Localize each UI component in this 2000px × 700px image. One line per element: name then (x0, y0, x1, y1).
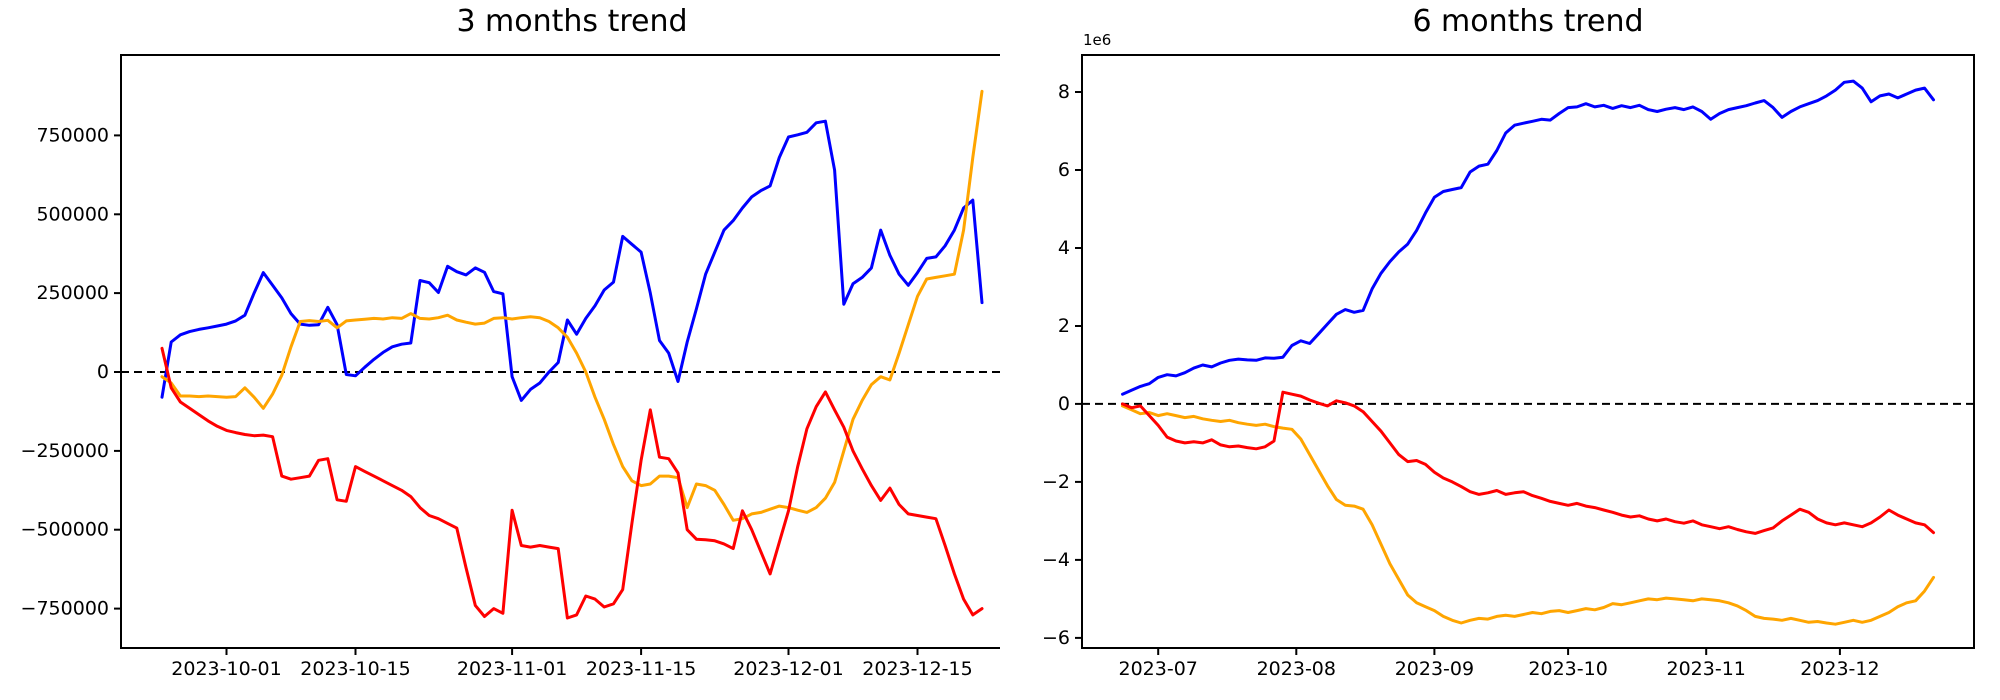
y-tick-label: 6 (1058, 159, 1070, 181)
line-series-blue (160, 119, 984, 402)
y-tick-label: −500000 (21, 519, 109, 541)
plot-border (1081, 54, 1975, 649)
y-axis-offset-label: 1e6 (1083, 31, 1112, 49)
chart-title-6-months: 6 months trend (1412, 4, 1644, 39)
x-tick-label: 2023-12-15 (862, 658, 972, 680)
x-tick-label: 2023-10-01 (171, 658, 281, 680)
y-tick-label: 4 (1058, 237, 1070, 259)
x-tick-label: 2023-09 (1395, 658, 1474, 680)
x-tick-label: 2023-11-01 (457, 658, 567, 680)
x-tick-label: 2023-10 (1528, 658, 1607, 680)
x-tick-label: 2023-08 (1257, 658, 1336, 680)
line-series-orange (160, 89, 984, 522)
chart-title-3-months: 3 months trend (456, 4, 688, 39)
y-tick-label: 500000 (36, 203, 109, 225)
y-tick-label: 750000 (36, 124, 109, 146)
chart-plot-6-months: 8 6 4 2 0 −2 −4 −6 2023-07 2023-08 2023-09 2023-10 2… (1042, 54, 1975, 680)
line-series-blue (1121, 79, 1935, 396)
y-tick-label: −2 (1042, 471, 1070, 493)
y-tick-label: −750000 (21, 598, 109, 620)
chart-plot-3-months: 750000 500000 250000 0 −250000 −500000 −750000… (21, 54, 1000, 680)
y-tick-label: 8 (1058, 81, 1070, 103)
plot-border (120, 54, 1000, 649)
line-series-red (160, 346, 984, 620)
y-tick-label: −4 (1042, 549, 1070, 571)
line-series-red (1121, 390, 1935, 535)
x-tick-label: 2023-10-15 (300, 658, 410, 680)
y-tick-label: 250000 (36, 282, 109, 304)
y-tick-label: 2 (1058, 315, 1070, 337)
x-tick-label: 2023-11 (1667, 658, 1746, 680)
line-series-orange (1121, 404, 1935, 626)
x-tick-label: 2023-12-01 (733, 658, 843, 680)
y-tick-label: 0 (1058, 393, 1070, 415)
y-tick-label: −6 (1042, 627, 1070, 649)
x-tick-label: 2023-12 (1800, 658, 1879, 680)
x-tick-label: 2023-07 (1119, 658, 1198, 680)
y-tick-label: −250000 (21, 440, 109, 462)
y-tick-label: 0 (97, 361, 109, 383)
x-tick-label: 2023-11-15 (586, 658, 696, 680)
